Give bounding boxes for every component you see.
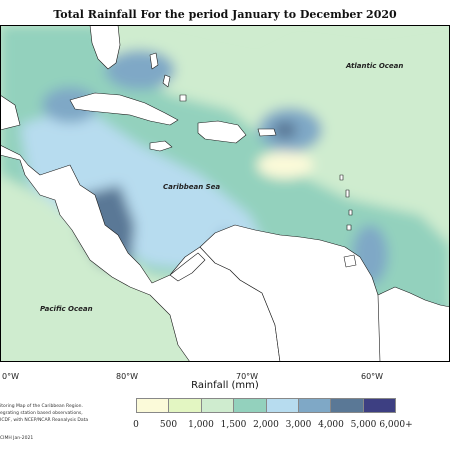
legend-swatch-5 <box>266 399 299 412</box>
legend-swatch-7 <box>331 399 364 412</box>
legend-tick-label: 0 <box>133 420 139 430</box>
caribbean-sea-label: Caribbean Sea <box>163 183 221 191</box>
source-note-line1: itoring Map of the Caribbean Region. <box>0 404 83 409</box>
legend-swatch-2 <box>169 399 202 412</box>
legend-tick-label: 3,000 <box>285 420 312 430</box>
source-note-line3: ICDF, with NCEP/NCAR Reanalysis Data <box>0 418 89 423</box>
longitude-label-60w: 60°W <box>361 372 384 381</box>
rainfall-map-canvas <box>0 25 450 362</box>
legend-swatch-1 <box>137 399 170 412</box>
legend-swatch-8 <box>363 399 395 412</box>
legend-tick-label: 2,000 <box>253 420 279 430</box>
map-title: Total Rainfall For the period January to… <box>53 8 397 21</box>
legend-swatch-6 <box>298 399 332 412</box>
longitude-label-0: 0°W <box>2 372 19 381</box>
land-masses <box>0 25 450 362</box>
legend-tick-label: 1,000 <box>188 420 214 430</box>
legend-tick-label: 6,000+ <box>379 420 413 430</box>
longitude-label-80w: 80°W <box>116 372 139 381</box>
legend-tick-label: 5,000 <box>350 420 377 430</box>
legend-tick-label: 500 <box>159 420 178 430</box>
atlantic-ocean-label: Atlantic Ocean <box>346 62 404 70</box>
legend-swatch-3 <box>201 399 235 412</box>
credit-note: CIMH Jan-2021 <box>0 436 34 441</box>
legend-tick-label: 1,500 <box>220 420 247 430</box>
legend-tick-label: 4,000 <box>318 420 344 430</box>
legend-swatch-4 <box>234 399 267 412</box>
legend-title: Rainfall (mm) <box>191 380 259 391</box>
legend-colorbar <box>136 398 396 413</box>
pacific-ocean-label: Pacific Ocean <box>40 305 93 313</box>
rainfall-map: Atlantic Ocean Caribbean Sea Pacific Oce… <box>0 25 450 362</box>
longitude-label-70w: 70°W <box>236 372 259 381</box>
source-note-line2: egrating station based observations, <box>0 411 83 416</box>
